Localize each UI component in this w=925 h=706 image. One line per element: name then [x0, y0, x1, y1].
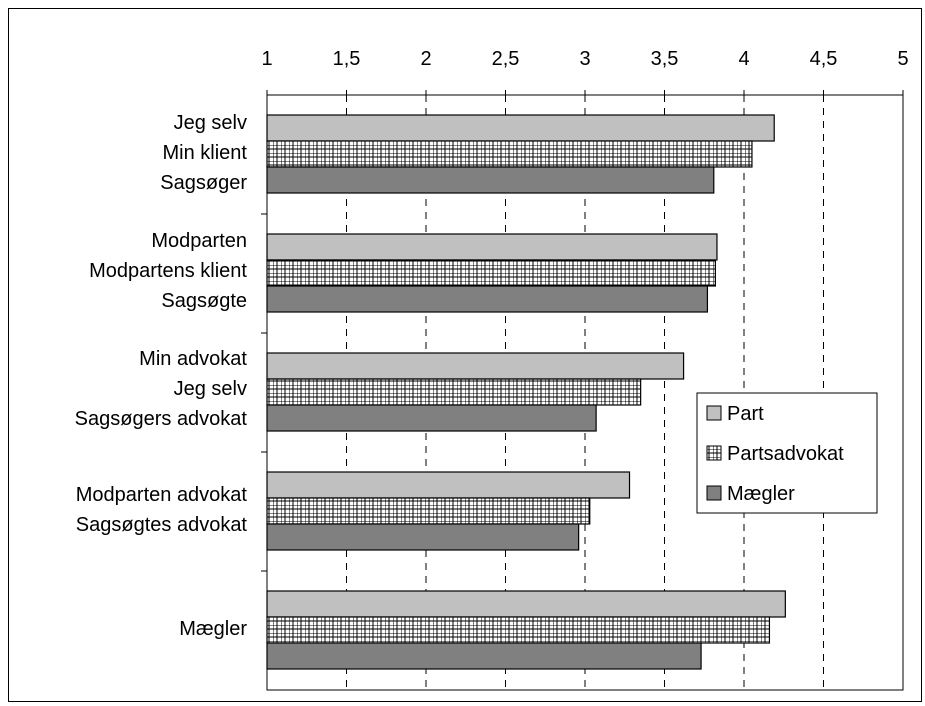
category-label: Sagsøger: [160, 172, 247, 194]
axes: 1 1,5 2 2,5 3 3,5 4 4,5 5: [261, 48, 909, 691]
x-tick-label: 5: [897, 48, 908, 70]
legend-swatch: [706, 405, 722, 421]
bar-part: [266, 590, 786, 618]
category-label: Mægler: [179, 618, 247, 640]
bar-partsadvokat: [266, 497, 591, 525]
x-tick-label: 1,5: [333, 48, 361, 70]
legend-swatch: [706, 445, 722, 461]
bar-partsadvokat: [266, 378, 642, 406]
legend-swatch: [706, 485, 722, 501]
bar-mægler: [266, 166, 715, 194]
bars: [266, 114, 786, 670]
category-label: Jeg selv: [174, 112, 247, 134]
legend-box: [696, 392, 878, 514]
category-label: Sagsøgtes advokat: [76, 514, 248, 536]
legend-label: Partsadvokat: [727, 443, 844, 465]
legend-label: Part: [727, 403, 764, 425]
x-tick-label: 2: [420, 48, 431, 70]
category-label: Modparten: [151, 230, 247, 252]
bar-part: [266, 471, 631, 499]
category-label: Modpartens klient: [89, 260, 247, 282]
x-tick-label: 2,5: [492, 48, 520, 70]
category-label: Min advokat: [139, 348, 247, 370]
category-label: Jeg selv: [174, 378, 247, 400]
x-tick-label: 1: [261, 48, 272, 70]
category-labels: Jeg selv Min klient Sagsøger Modparten Modpa…: [75, 112, 248, 640]
legend-label: Mægler: [727, 483, 795, 505]
bar-partsadvokat: [266, 616, 771, 644]
category-label: Sagsøgers advokat: [75, 408, 248, 430]
bar-chart: 1 1,5 2 2,5 3 3,5 4 4,5 5 Jeg selv Min klient Sags…: [75, 48, 909, 691]
bar-part: [266, 352, 685, 380]
plot-area: [266, 94, 904, 691]
bar-mægler: [266, 285, 709, 313]
bar-mægler: [266, 404, 597, 432]
chart-frame: 1 1,5 2 2,5 3 3,5 4 4,5 5 Jeg selv Min klient Sags…: [8, 8, 922, 702]
category-label: Min klient: [163, 142, 248, 164]
x-tick-label: 3: [579, 48, 590, 70]
x-tick-label: 4,5: [810, 48, 838, 70]
bar-mægler: [266, 523, 580, 551]
legend: Part Partsadvokat Mægler: [696, 392, 878, 514]
x-tick-label: 3,5: [651, 48, 679, 70]
bar-mægler: [266, 642, 702, 670]
bar-partsadvokat: [266, 259, 716, 287]
category-label: Modparten advokat: [76, 484, 248, 506]
bar-partsadvokat: [266, 140, 753, 168]
bar-part: [266, 114, 775, 142]
x-tick-label: 4: [738, 48, 749, 70]
bar-part: [266, 233, 718, 261]
category-label: Sagsøgte: [161, 290, 247, 312]
